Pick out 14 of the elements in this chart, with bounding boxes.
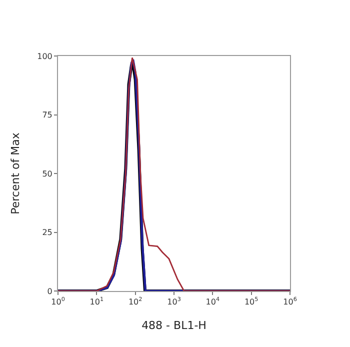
y-tick-label: 25 [42,228,52,238]
y-axis-title: Percent of Max [8,132,22,214]
x-tick-label: 10$^{6}$ [283,296,298,307]
x-tick-label: 10$^{0}$ [51,296,66,307]
x-tick-label: 10$^{2}$ [128,296,142,307]
x-axis-title: 488 - BL1-H [142,318,206,332]
y-tick-label: 0 [47,286,52,296]
x-tick-label: 10$^{5}$ [244,296,259,307]
x-tick-label: 10$^{4}$ [206,296,220,307]
x-tick-label: 10$^{3}$ [167,296,182,307]
y-tick-label: 75 [42,110,52,120]
y-tick-label: 50 [42,169,52,178]
y-tick-label: 100 [37,52,52,61]
x-tick-label: 10$^{1}$ [90,296,104,307]
